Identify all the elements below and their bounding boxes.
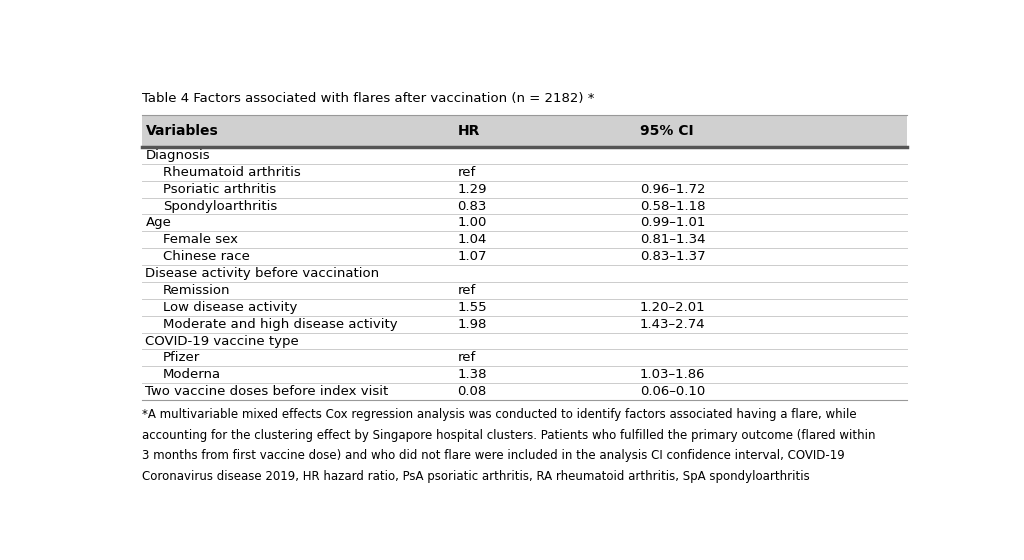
Text: 1.03–1.86: 1.03–1.86 <box>640 368 706 381</box>
Text: Rheumatoid arthritis: Rheumatoid arthritis <box>163 166 301 179</box>
Text: 1.20–2.01: 1.20–2.01 <box>640 301 706 314</box>
Text: Psoriatic arthritis: Psoriatic arthritis <box>163 183 276 195</box>
Text: 0.58–1.18: 0.58–1.18 <box>640 199 706 213</box>
Text: 1.07: 1.07 <box>458 250 486 263</box>
Text: 0.06–0.10: 0.06–0.10 <box>640 385 706 398</box>
Text: Variables: Variables <box>145 124 218 138</box>
Text: COVID-19 vaccine type: COVID-19 vaccine type <box>145 334 299 348</box>
Text: Pfizer: Pfizer <box>163 352 200 365</box>
Text: 1.29: 1.29 <box>458 183 486 195</box>
Text: Diagnosis: Diagnosis <box>145 149 210 162</box>
Text: Chinese race: Chinese race <box>163 250 250 263</box>
Text: 0.83–1.37: 0.83–1.37 <box>640 250 706 263</box>
Text: 0.81–1.34: 0.81–1.34 <box>640 234 706 246</box>
Text: ref: ref <box>458 166 475 179</box>
Text: 0.08: 0.08 <box>458 385 486 398</box>
Text: Two vaccine doses before index visit: Two vaccine doses before index visit <box>145 385 389 398</box>
Text: 1.43–2.74: 1.43–2.74 <box>640 318 706 330</box>
Text: Moderate and high disease activity: Moderate and high disease activity <box>163 318 397 330</box>
Text: 3 months from first vaccine dose) and who did not flare were included in the ana: 3 months from first vaccine dose) and wh… <box>142 449 845 462</box>
Text: 95% CI: 95% CI <box>640 124 693 138</box>
Text: 1.00: 1.00 <box>458 216 486 230</box>
Text: Moderna: Moderna <box>163 368 221 381</box>
Text: 1.55: 1.55 <box>458 301 487 314</box>
Text: *A multivariable mixed effects Cox regression analysis was conducted to identify: *A multivariable mixed effects Cox regre… <box>142 408 857 421</box>
Text: 0.99–1.01: 0.99–1.01 <box>640 216 706 230</box>
Text: HR: HR <box>458 124 479 138</box>
Text: ref: ref <box>458 352 475 365</box>
Text: Low disease activity: Low disease activity <box>163 301 297 314</box>
Text: 0.96–1.72: 0.96–1.72 <box>640 183 706 195</box>
Text: Table 4 Factors associated with flares after vaccination (n = 2182) *: Table 4 Factors associated with flares a… <box>142 92 595 105</box>
Text: Age: Age <box>145 216 171 230</box>
Bar <box>142 115 907 147</box>
Text: ref: ref <box>458 284 475 297</box>
Text: 0.83: 0.83 <box>458 199 486 213</box>
Text: Spondyloarthritis: Spondyloarthritis <box>163 199 278 213</box>
Text: Coronavirus disease 2019, HR hazard ratio, PsA psoriatic arthritis, RA rheumatoi: Coronavirus disease 2019, HR hazard rati… <box>142 470 810 483</box>
Text: accounting for the clustering effect by Singapore hospital clusters. Patients wh: accounting for the clustering effect by … <box>142 428 876 441</box>
Text: 1.04: 1.04 <box>458 234 486 246</box>
Text: 1.38: 1.38 <box>458 368 486 381</box>
Text: Female sex: Female sex <box>163 234 238 246</box>
Text: Disease activity before vaccination: Disease activity before vaccination <box>145 267 380 280</box>
Text: Remission: Remission <box>163 284 230 297</box>
Text: 1.98: 1.98 <box>458 318 486 330</box>
